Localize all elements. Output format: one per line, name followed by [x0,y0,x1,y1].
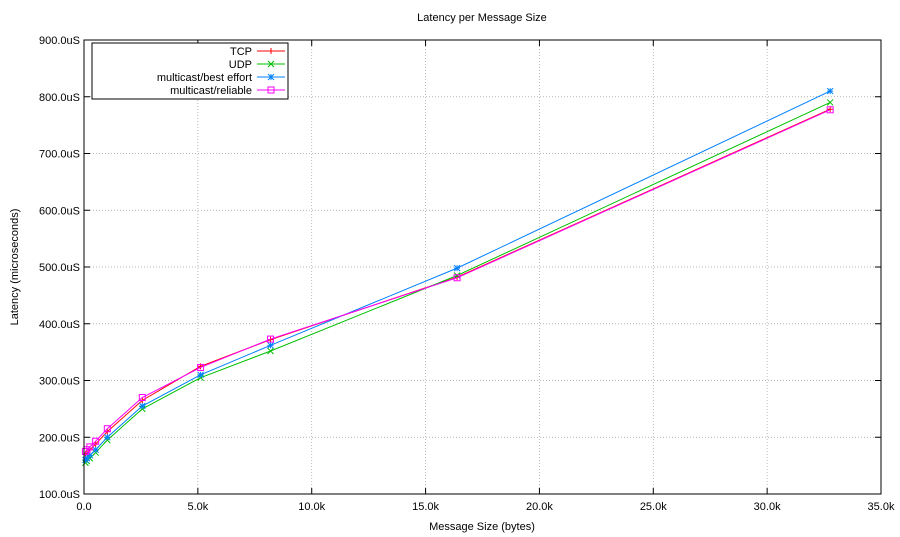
y-tick-label: 600.0uS [39,205,80,217]
y-tick-label: 500.0uS [39,262,80,274]
legend-marker-udp [267,60,275,68]
x-tick-label: 15.0k [412,501,439,513]
x-tick-label: 10.0k [298,501,325,513]
x-axis-label: Message Size (bytes) [429,521,535,533]
grid-lines [84,40,881,494]
data-point-multicast-reliable [86,443,94,451]
y-tick-label: 800.0uS [39,92,80,104]
y-tick-label: 700.0uS [39,149,80,161]
data-point-multicast-best-effort [92,446,100,454]
axis-ticks [83,39,882,495]
x-tick-label: 20.0k [526,501,553,513]
data-point-multicast-reliable [453,274,461,282]
tick-labels: 0.0 5.0k 10.0k 15.0k 20.0k 25.0k 30.0k 35.0k 100… [39,35,895,513]
legend-box [91,42,289,100]
series-line-tcp [85,108,831,455]
data-point-multicast-best-effort [86,452,94,459]
y-tick-label: 300.0uS [39,376,80,388]
chart-title: Latency per Message Size [417,12,547,24]
x-tick-label: 30.0k [754,501,781,513]
data-point-multicast-reliable [826,106,834,114]
data-point-multicast-best-effort [197,371,204,379]
y-tick-label: 200.0uS [39,432,80,444]
data-point-multicast-reliable [138,394,146,402]
data-point-udp [267,347,274,355]
x-tick-label: 25.0k [640,501,667,513]
y-tick-label: 400.0uS [39,319,80,331]
series-multicast-best-effort [82,87,834,464]
data-point-udp [453,272,461,279]
legend-label-multicast-best-effort: multicast/best effort [157,72,252,84]
data-point-multicast-best-effort [453,264,461,272]
series-multicast-reliable [81,106,834,455]
x-tick-label: 0.0 [76,501,91,513]
x-tick-label: 35.0k [868,501,895,513]
data-point-multicast-best-effort [267,341,274,349]
legend-label-multicast-reliable: multicast/reliable [170,85,252,97]
legend-marker-tcp [268,48,274,54]
data-point-multicast-reliable [81,447,89,455]
data-point-multicast-reliable [92,437,100,445]
y-tick-label: 100.0uS [39,489,80,501]
data-point-multicast-reliable [197,363,205,371]
series-udp [82,99,834,467]
x-tick-label: 5.0k [187,501,208,513]
data-point-udp [826,99,834,106]
series-line-udp [85,101,831,464]
data-point-multicast-best-effort [138,402,146,410]
legend-marker-multicast-best-effort [267,73,275,81]
series-layer [81,87,834,467]
data-point-multicast-best-effort [826,87,834,95]
data-point-multicast-reliable [267,335,275,343]
y-tick-label: 900.0uS [39,35,80,47]
data-point-multicast-reliable [103,425,111,433]
plot-border [83,39,882,495]
data-point-multicast-best-effort [103,433,111,441]
y-axis-label: Latency (microseconds) [9,209,21,326]
legend-label-tcp: TCP [230,46,252,58]
legend-marker-multicast-reliable [267,86,275,94]
legend-label-udp: UDP [229,59,252,71]
